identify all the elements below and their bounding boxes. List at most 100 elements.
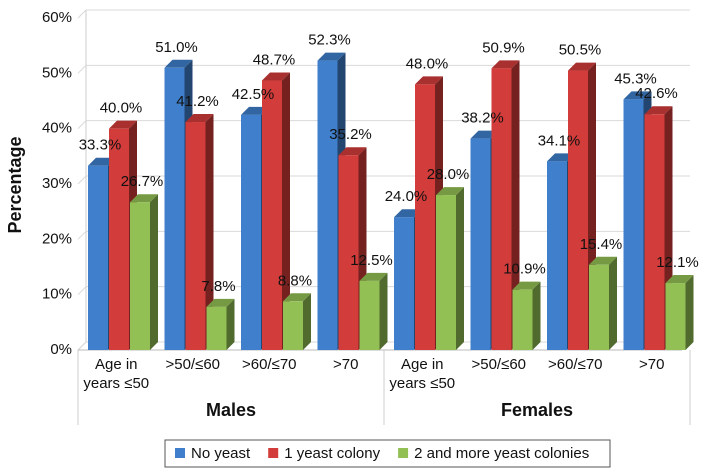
- bar: [644, 114, 665, 350]
- bar-top: [262, 72, 290, 81]
- value-label: 26.7%: [121, 173, 164, 190]
- bar-top: [568, 62, 596, 71]
- bar: [547, 161, 567, 350]
- y-tick-label: 40%: [42, 120, 72, 137]
- bar: [317, 60, 338, 351]
- bar-top: [283, 293, 311, 302]
- bar: [262, 80, 282, 350]
- grid-line: [77, 120, 690, 130]
- x-tick-label: >50/≤60: [165, 356, 221, 373]
- value-label: 15.4%: [580, 236, 623, 253]
- value-label: 48.0%: [406, 55, 449, 72]
- bar-top: [206, 298, 235, 307]
- value-label: 35.2%: [329, 126, 372, 143]
- bar: [623, 99, 644, 350]
- value-label: 40.0%: [100, 100, 143, 117]
- y-axis-title: Percentage: [5, 136, 25, 233]
- value-label: 45.3%: [614, 70, 657, 87]
- bar: [359, 280, 380, 350]
- value-label: 48.7%: [253, 51, 296, 68]
- value-label: 8.8%: [278, 272, 312, 289]
- bar-side: [282, 72, 290, 350]
- x-tick-label: >50/≤60: [471, 356, 527, 373]
- bar-side: [226, 298, 235, 350]
- bar-top: [359, 272, 388, 281]
- value-label: 33.3%: [79, 137, 122, 154]
- grid-line: [77, 64, 690, 74]
- bar: [88, 165, 108, 350]
- bar: [589, 264, 609, 350]
- group-label: Females: [501, 400, 573, 420]
- value-label: 50.9%: [482, 39, 525, 56]
- bar: [415, 84, 435, 351]
- legend-label: 2 and more yeast colonies: [414, 445, 589, 462]
- bar: [568, 70, 588, 351]
- bar-top: [338, 147, 367, 156]
- legend-label: No yeast: [191, 445, 251, 462]
- bar: [283, 301, 303, 350]
- value-label: 28.0%: [427, 166, 470, 183]
- bar-top: [130, 194, 158, 203]
- value-label: 41.2%: [176, 93, 219, 110]
- bar: [241, 114, 261, 350]
- value-label: 50.5%: [559, 42, 602, 59]
- value-label: 34.1%: [538, 132, 581, 149]
- group-label: Males: [206, 400, 256, 420]
- bar-top: [109, 120, 137, 129]
- bar-top: [491, 60, 520, 69]
- bar-side: [685, 275, 694, 350]
- bar: [109, 128, 129, 350]
- value-label: 42.5%: [232, 86, 275, 103]
- bar-side: [379, 272, 388, 350]
- value-label: 24.0%: [385, 188, 428, 205]
- value-label: 7.8%: [201, 278, 235, 295]
- grid-line: [77, 9, 690, 19]
- bar: [436, 195, 456, 350]
- value-label: 10.9%: [503, 261, 546, 278]
- y-tick-label: 0%: [50, 341, 72, 358]
- bar-top: [644, 106, 673, 115]
- value-label: 38.2%: [461, 110, 504, 127]
- bar-top: [665, 275, 694, 284]
- value-label: 52.3%: [308, 32, 351, 49]
- bar: [206, 306, 227, 350]
- bar-top: [164, 59, 193, 68]
- y-tick-label: 10%: [42, 286, 72, 303]
- y-tick-label: 50%: [42, 64, 72, 81]
- bar-side: [532, 281, 541, 350]
- bar: [338, 155, 359, 350]
- value-label: 42.6%: [635, 85, 678, 102]
- x-tick-label: >60/≤70: [547, 356, 603, 373]
- bar: [130, 202, 150, 350]
- bar-top: [512, 281, 541, 290]
- bar: [665, 283, 686, 350]
- bar-side: [150, 194, 158, 350]
- x-tick-label: >70: [639, 356, 665, 373]
- bar-side: [303, 293, 311, 350]
- bar-top: [623, 91, 652, 100]
- value-label: 12.5%: [350, 252, 393, 269]
- legend-swatch: [175, 448, 185, 458]
- legend-label: 1 yeast colony: [284, 445, 380, 462]
- x-tick-label: Age in years ≤50: [83, 356, 150, 392]
- y-tick-label: 20%: [42, 230, 72, 247]
- bar-side: [609, 256, 617, 350]
- x-tick-label: >70: [333, 356, 359, 373]
- value-label: 12.1%: [656, 254, 699, 271]
- bar-top: [415, 76, 443, 85]
- x-tick-label: Age in years ≤50: [389, 356, 456, 392]
- bar-top: [436, 187, 464, 196]
- legend-swatch: [268, 448, 279, 458]
- bar-top: [589, 256, 617, 265]
- x-tick-label: >60/≤70: [241, 356, 297, 373]
- bar: [491, 68, 512, 350]
- value-label: 51.0%: [155, 39, 198, 56]
- y-tick-label: 60%: [42, 9, 72, 26]
- bar-side: [456, 187, 464, 350]
- bar: [394, 217, 414, 350]
- bar-top: [317, 52, 346, 61]
- bar: [164, 67, 185, 351]
- legend-box: [164, 439, 611, 468]
